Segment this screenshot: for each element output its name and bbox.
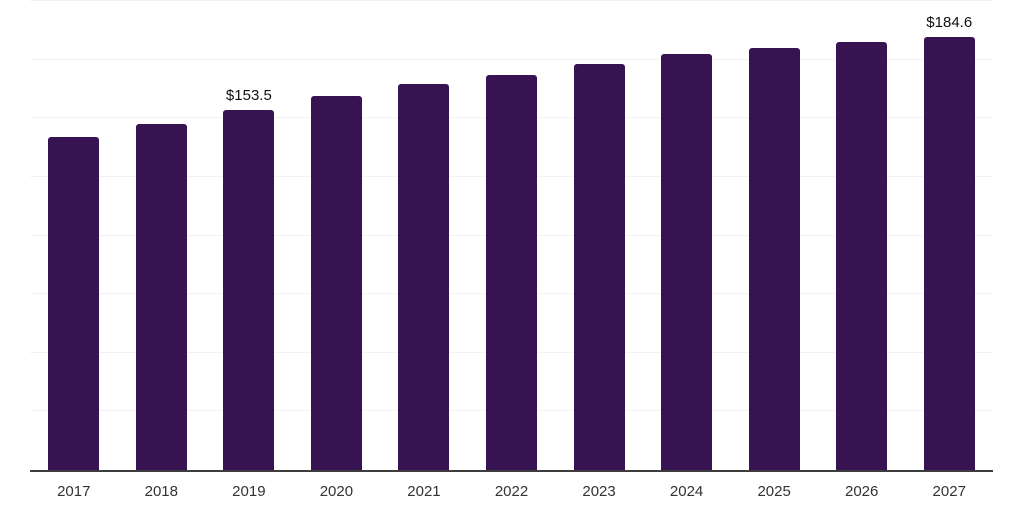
bar-slot-2025 (730, 1, 818, 470)
data-label-2027: $184.6 (926, 14, 973, 32)
x-tick-label-2022: 2022 (494, 483, 529, 500)
bar-2023 (573, 64, 625, 470)
x-tick-label-2018: 2018 (144, 483, 178, 500)
bar-2017 (48, 136, 100, 470)
plot-area: $153.5 $184.6 (30, 0, 993, 472)
x-tick-label-2026: 2026 (845, 483, 879, 500)
bar-slot-2017 (30, 1, 118, 470)
bar-slot-2020 (293, 1, 381, 470)
bars-row: $153.5 $184.6 (30, 1, 993, 470)
bar-slot-2024 (643, 1, 731, 470)
data-label-2019: $153.5 (225, 87, 272, 104)
bar-slot-2027: $184.6 (905, 1, 993, 470)
x-tick-label-2023: 2023 (582, 483, 616, 500)
gridline-175 (30, 58, 993, 60)
bar-2026 (836, 42, 888, 470)
gridline-200 (30, 0, 993, 1)
bar-slot-2022 (468, 1, 556, 470)
bar-2021 (398, 84, 450, 470)
x-tick-label-2027: 2027 (932, 483, 966, 500)
bar-2024 (661, 54, 713, 470)
x-tick-label-2025: 2025 (757, 483, 791, 500)
bar-2020 (310, 96, 362, 470)
x-tick-label-2019: 2019 (232, 483, 266, 500)
bar-2025 (748, 47, 800, 470)
bar-slot-2018 (118, 1, 206, 470)
bar-slot-2019: $153.5 (205, 1, 293, 470)
bar-2022 (486, 75, 537, 470)
x-tick-label-2017: 2017 (57, 483, 91, 500)
bar-slot-2021 (380, 1, 468, 470)
x-tick-label-2021: 2021 (407, 483, 441, 500)
x-axis-labels: 2017 2018 2019 2020 2021 2022 2023 2024 2025 2026… (30, 483, 993, 500)
x-tick-label-2024: 2024 (669, 483, 704, 500)
bar-2027 (923, 37, 975, 470)
bar-2018 (135, 124, 187, 470)
bar-2019 (223, 110, 275, 470)
bar-slot-2023 (555, 1, 643, 470)
bar-slot-2026 (818, 1, 906, 470)
x-tick-label-2020: 2020 (319, 483, 354, 500)
